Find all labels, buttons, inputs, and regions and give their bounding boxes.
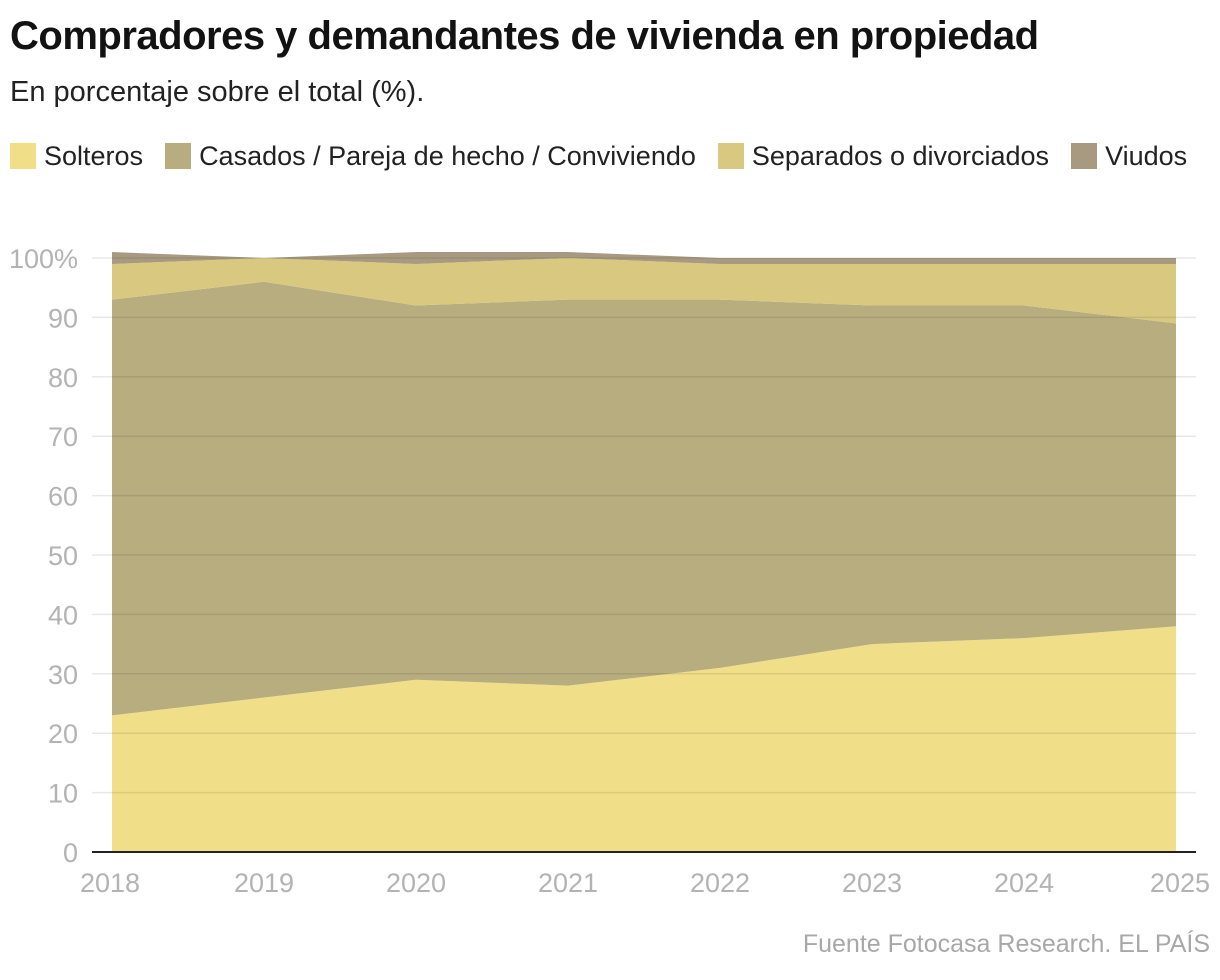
legend: Solteros Casados / Pareja de hecho / Con…: [10, 140, 1210, 172]
chart-subtitle: En porcentaje sobre el total (%).: [10, 76, 425, 108]
legend-swatch-solteros: [10, 143, 36, 169]
y-tick-label: 10: [48, 779, 78, 809]
legend-swatch-viudos: [1071, 143, 1098, 169]
x-tick-label: 2018: [80, 868, 140, 898]
source-note: Fuente Fotocasa Research. EL PAÍS: [802, 930, 1210, 958]
legend-item-separados: Separados o divorciados: [717, 140, 1050, 172]
legend-item-casados: Casados / Pareja de hecho / Conviviendo: [165, 140, 696, 172]
legend-label-solteros: Solteros: [44, 140, 144, 171]
x-tick-label: 2023: [842, 868, 902, 898]
chart-title: Compradores y demandantes de vivienda en…: [10, 14, 1039, 58]
x-tick-label: 2019: [234, 868, 294, 898]
y-tick-label: 80: [48, 363, 78, 393]
legend-swatch-casados: [165, 143, 192, 169]
legend-label-casados: Casados / Pareja de hecho / Conviviendo: [199, 140, 696, 171]
area-series-1: [112, 626, 1176, 852]
y-tick-label: 30: [48, 660, 78, 690]
y-tick-label: 60: [48, 482, 78, 512]
y-tick-label: 50: [48, 541, 78, 571]
area-series-3: [112, 258, 1176, 324]
legend-label-viudos: Viudos: [1105, 140, 1188, 171]
x-tick-label: 2021: [538, 868, 598, 898]
legend-swatch-separados: [717, 143, 744, 169]
y-tick-label: 70: [48, 422, 78, 452]
legend-item-viudos: Viudos: [1071, 140, 1187, 172]
y-tick-label: 0: [63, 838, 78, 868]
x-tick-label: 2022: [690, 868, 750, 898]
y-tick-label: 100%: [9, 244, 78, 274]
x-tick-label: 2025: [1150, 868, 1210, 898]
legend-item-solteros: Solteros: [10, 140, 143, 172]
area-series-4: [112, 252, 1176, 264]
x-tick-label: 2020: [386, 868, 446, 898]
y-tick-label: 90: [48, 303, 78, 333]
y-tick-label: 20: [48, 719, 78, 749]
area-series-2: [112, 281, 1176, 716]
y-tick-label: 40: [48, 600, 78, 630]
x-tick-label: 2024: [994, 868, 1054, 898]
legend-label-separados: Separados o divorciados: [751, 140, 1050, 171]
